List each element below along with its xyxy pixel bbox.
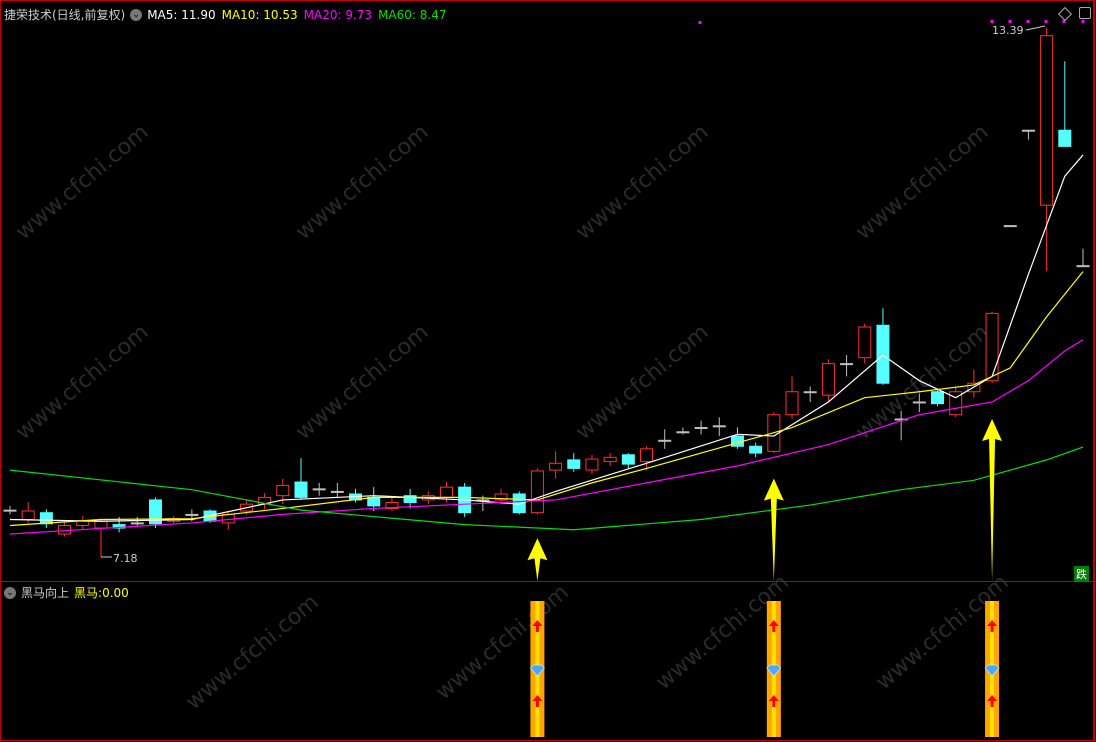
candle-body [694,427,708,430]
candle-body [148,499,162,525]
candle-body [931,391,945,405]
corner-badge: 跌 [1074,566,1089,582]
candle-body [3,509,17,512]
red-up-arrow-icon [532,620,543,632]
candle-body [94,520,108,529]
diamond-gem-icon [984,664,1000,677]
panel-toggle-icon[interactable] [1079,7,1091,19]
diamond-gem-icon [529,664,545,677]
diamond-gem-icon [766,664,782,677]
candle-body [330,490,344,493]
candle-body [494,493,508,501]
candle-body [403,495,417,503]
candle-body [876,324,890,384]
candle-body [549,462,563,471]
candle-body [367,496,381,507]
ma-line-ma10 [9,271,1084,527]
signal-dot [1081,20,1085,23]
candle-body [803,391,817,394]
ma-line-ma60 [9,446,1084,531]
high-pointer [1025,25,1046,31]
ma-legend-ma60: MA60: 8.47 [378,7,447,22]
candle-body [130,522,144,525]
indicator-panel-header: ⌄ 黑马向上 黑马: 0.00 [4,584,129,601]
signal-arrow [763,478,784,581]
candle-body [112,524,126,529]
candle-body [858,326,872,359]
red-up-arrow-icon [987,695,998,707]
red-up-arrow-icon [532,695,543,707]
candle-body [894,418,908,421]
signal-dot [1044,20,1048,23]
candle-body [21,510,35,521]
candle-body [585,458,599,471]
candle-body [312,488,326,491]
candle-body [658,439,672,442]
candle-body [385,501,399,509]
ma-legend-ma20: MA20: 9.73 [303,7,373,22]
stock-title: 捷荣技术(日线,前复权) [4,8,126,22]
candle-body [640,448,654,463]
candle-body [58,524,72,535]
candle-body [530,470,544,514]
signal-dot [1026,20,1030,23]
candle-body [294,481,308,498]
indicator-title: 黑马向上 [21,586,70,600]
candle-body [785,391,799,416]
signal-arrow [527,538,548,581]
red-up-arrow-icon [987,620,998,632]
signal-arrow [982,419,1003,581]
candle-body [1003,225,1017,228]
candle-body [621,454,635,465]
candle-body [76,520,90,526]
ma-line-ma5 [9,154,1084,522]
red-up-arrow-icon [768,695,779,707]
candle-body [276,484,290,497]
chevron-down-icon[interactable]: ⌄ [4,586,16,599]
candle-body [603,456,617,463]
candle-body [821,363,835,396]
red-up-arrow-icon [768,620,779,632]
candle-body [712,425,726,428]
indicator-value: 0.00 [102,585,129,600]
high-price-label: 13.39 [992,24,1024,37]
signal-dot [1008,20,1012,23]
signal-dot [698,21,702,24]
candle-body [840,363,854,366]
ma-line-ma20 [9,339,1084,535]
candle-body [39,512,53,525]
ma-legend-ma5: MA5: 11.90 [147,7,216,22]
candle-body [1076,265,1090,268]
signal-dot [990,20,994,23]
low-price-label: 7.18 [113,552,138,565]
candle-body [1021,129,1035,132]
candle-body [1058,129,1072,147]
candle-body [985,312,999,382]
main-panel-header: 捷荣技术(日线,前复权) ⌄ MA5: 11.90 MA10: 10.53 MA20… [4,6,447,23]
ma-legend: MA5: 11.90 MA10: 10.53 MA20: 9.73 MA60: 8.4… [147,8,446,22]
candle-body [185,513,199,516]
candle-body [567,459,581,469]
chevron-down-icon[interactable]: ⌄ [130,8,143,21]
candle-body [749,445,763,454]
candle-body [676,431,690,434]
indicator-label: 黑马: [74,586,103,600]
candle-body [439,486,453,498]
signal-dot [1062,20,1066,23]
ma-legend-ma10: MA10: 10.53 [221,7,298,22]
candle-body [1040,35,1054,206]
candle-body [912,401,926,404]
